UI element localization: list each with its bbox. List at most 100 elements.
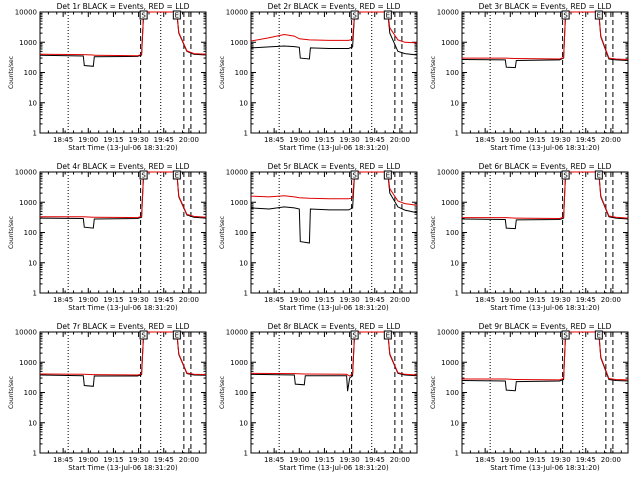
y-tick-label: 1000	[441, 359, 459, 367]
marker-box-label: S	[141, 172, 146, 180]
x-tick-label: 19:30	[340, 136, 360, 144]
lld-series-line	[39, 11, 207, 57]
x-axis-label: Start Time (13-Jul-06 18:31:20)	[68, 304, 178, 312]
x-tick-label: 19:15	[314, 456, 334, 464]
plot-frame	[250, 171, 418, 294]
x-tick-label: 20:00	[179, 456, 199, 464]
marker-box-label: E	[597, 12, 601, 20]
chart-title: Det 8r BLACK = Events, RED = LLD	[268, 322, 401, 331]
x-tick-label: 18:45	[53, 456, 73, 464]
chart-title: Det 3r BLACK = Events, RED = LLD	[479, 2, 612, 11]
y-tick-label: 1	[33, 450, 37, 458]
y-tick-label: 10000	[226, 329, 248, 337]
plot-frame	[250, 11, 418, 134]
y-tick-label: 10000	[15, 329, 37, 337]
chart-title: Det 4r BLACK = Events, RED = LLD	[57, 162, 190, 171]
lld-series-line	[250, 171, 418, 206]
y-axis-label: Counts/sec	[8, 216, 15, 249]
y-tick-label: 100	[235, 69, 248, 77]
x-tick-label: 19:30	[551, 136, 571, 144]
y-tick-label: 10	[28, 419, 37, 427]
marker-box	[139, 170, 148, 180]
x-tick-label: 18:45	[475, 296, 495, 304]
y-tick-label: 100	[446, 389, 459, 397]
y-tick-label: 100	[446, 69, 459, 77]
x-axis-label: Start Time (13-Jul-06 18:31:20)	[279, 464, 389, 472]
events-series-line	[250, 171, 418, 244]
chart-title: Det 5r BLACK = Events, RED = LLD	[268, 162, 401, 171]
y-tick-label: 1	[455, 130, 459, 138]
x-axis-label: Start Time (13-Jul-06 18:31:20)	[68, 464, 178, 472]
marker-box-label: S	[141, 332, 146, 340]
plot-frame	[39, 11, 207, 134]
x-tick-label: 18:45	[264, 296, 284, 304]
marker-box-label: S	[352, 12, 357, 20]
lld-series-line	[40, 171, 207, 219]
chart-panel-6: Det 6r BLACK = Events, RED = LLD 1 10 100 10…	[430, 162, 629, 312]
y-tick-label: 1000	[19, 39, 37, 47]
plot-frame	[461, 11, 629, 134]
chart-panel-1: Det 1r BLACK = Events, RED = LLD 1 10 100 10…	[8, 2, 207, 152]
x-tick-label: 19:45	[365, 136, 385, 144]
y-tick-label: 10	[239, 419, 248, 427]
x-axis-label: Start Time (13-Jul-06 18:31:20)	[490, 464, 600, 472]
x-tick-label: 19:00	[289, 136, 309, 144]
marker-box	[561, 330, 570, 340]
x-tick-label: 19:15	[525, 296, 545, 304]
marker-box	[350, 330, 359, 340]
y-tick-label: 10	[450, 259, 459, 267]
x-tick-label: 19:15	[103, 296, 123, 304]
y-tick-label: 1000	[19, 359, 37, 367]
x-tick-label: 19:15	[314, 136, 334, 144]
marker-box-label: E	[386, 172, 390, 180]
marker-box	[383, 330, 392, 340]
y-axis-label: Counts/sec	[219, 376, 226, 409]
x-tick-label: 19:30	[340, 456, 360, 464]
y-tick-label: 10000	[437, 9, 459, 17]
chart-panel-4: Det 4r BLACK = Events, RED = LLD 1 10 100 10…	[8, 162, 207, 312]
y-axis-label: Counts/sec	[8, 376, 15, 409]
marker-box-label: E	[597, 332, 601, 340]
y-axis-label: Counts/sec	[219, 56, 226, 89]
plot-frame	[39, 331, 207, 454]
x-tick-label: 19:45	[365, 296, 385, 304]
chart-panel-9: Det 9r BLACK = Events, RED = LLD 1 10 100 10…	[430, 322, 629, 472]
y-axis-label: Counts/sec	[430, 56, 437, 89]
x-tick-label: 19:30	[551, 296, 571, 304]
x-tick-label: 19:00	[289, 296, 309, 304]
marker-box	[561, 170, 570, 180]
x-tick-label: 20:00	[179, 136, 199, 144]
y-tick-label: 100	[24, 69, 37, 77]
y-tick-label: 1000	[230, 359, 248, 367]
x-axis-label: Start Time (13-Jul-06 18:31:20)	[490, 144, 600, 152]
y-tick-label: 1000	[19, 199, 37, 207]
marker-box	[350, 170, 359, 180]
marker-box	[594, 10, 603, 20]
y-tick-label: 10000	[226, 9, 248, 17]
x-tick-label: 19:15	[525, 456, 545, 464]
chart-title: Det 1r BLACK = Events, RED = LLD	[57, 2, 190, 11]
lld-series-line	[462, 171, 629, 220]
events-series-line	[461, 331, 629, 392]
x-axis-label: Start Time (13-Jul-06 18:31:20)	[279, 144, 389, 152]
marker-box	[172, 330, 181, 340]
y-tick-label: 1	[244, 290, 248, 298]
x-tick-label: 19:45	[154, 456, 174, 464]
marker-box-label: E	[597, 172, 601, 180]
y-tick-label: 1	[33, 130, 37, 138]
plot-frame	[461, 171, 629, 294]
x-tick-label: 19:45	[576, 456, 596, 464]
x-tick-label: 20:00	[179, 296, 199, 304]
chart-title: Det 7r BLACK = Events, RED = LLD	[57, 322, 190, 331]
marker-box	[172, 10, 181, 20]
marker-box-label: S	[352, 172, 357, 180]
x-tick-label: 19:45	[576, 296, 596, 304]
marker-box-label: S	[563, 172, 568, 180]
marker-box	[139, 330, 148, 340]
y-axis-label: Counts/sec	[8, 56, 15, 89]
y-tick-label: 10	[239, 259, 248, 267]
x-tick-label: 19:15	[103, 456, 123, 464]
marker-box	[561, 10, 570, 20]
y-tick-label: 1000	[230, 39, 248, 47]
